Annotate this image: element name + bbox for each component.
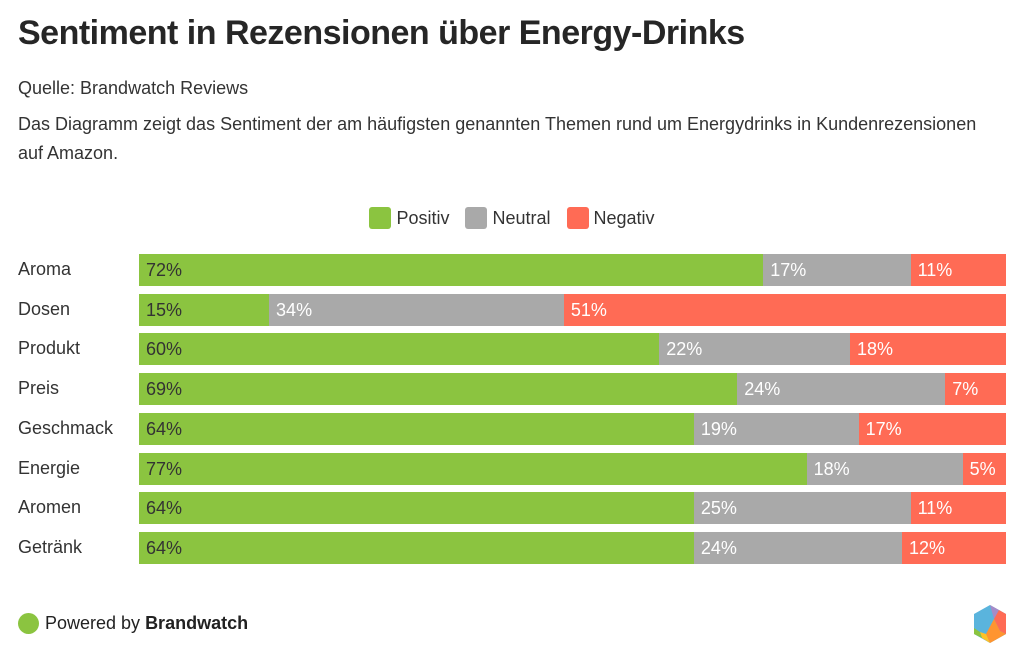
legend-swatch (566, 207, 589, 229)
legend-item-neutral[interactable]: Neutral (465, 207, 551, 229)
category-label-dosen: Dosen (18, 298, 71, 319)
bar-segment-neutral-dosen[interactable] (269, 293, 564, 326)
category-label-energie: Energie (18, 457, 81, 478)
bar-segment-positiv-dosen[interactable] (139, 293, 270, 326)
data-label-neutral-produkt: 22% (666, 339, 703, 360)
bar-segment-negativ-getränk[interactable] (901, 531, 1006, 564)
data-label-positiv-aromen: 64% (146, 498, 183, 519)
legend-label: Positiv (396, 207, 450, 228)
powered-by-text: Powered by (45, 613, 141, 633)
data-label-negativ-geschmack: 17% (865, 418, 902, 439)
bar-segment-positiv-geschmack[interactable] (139, 412, 694, 445)
data-label-negativ-aromen: 11% (917, 498, 953, 519)
brandwatch-logo-icon (974, 605, 1006, 643)
data-label-negativ-dosen: 51% (570, 299, 607, 320)
legend-swatch (369, 207, 392, 229)
data-label-positiv-aroma: 72% (146, 260, 183, 280)
bar-segment-positiv-aroma[interactable] (139, 254, 764, 286)
data-label-positiv-produkt: 60% (146, 339, 183, 360)
category-label-aromen: Aromen (18, 497, 82, 518)
bar-segment-positiv-getränk[interactable] (139, 531, 694, 564)
data-label-negativ-preis: 7% (952, 379, 979, 400)
category-label-preis: Preis (18, 378, 60, 399)
data-label-neutral-preis: 24% (744, 379, 781, 400)
data-label-neutral-dosen: 34% (276, 299, 313, 320)
legend-label: Negativ (593, 207, 655, 228)
legend-swatch (465, 207, 488, 229)
bar-segment-neutral-produkt[interactable] (659, 333, 850, 366)
data-label-positiv-dosen: 15% (146, 299, 183, 320)
data-label-neutral-aromen: 25% (700, 498, 737, 519)
legend-item-negativ[interactable]: Negativ (566, 207, 655, 229)
legend-label: Neutral (492, 207, 551, 228)
bar-segment-negativ-energie[interactable] (962, 452, 1006, 485)
data-label-negativ-getränk: 12% (908, 537, 945, 558)
data-label-negativ-aroma: 11% (917, 260, 953, 280)
brand-name: Brandwatch (145, 613, 249, 633)
bar-segment-neutral-aromen[interactable] (693, 492, 911, 525)
bar-segment-neutral-getränk[interactable] (693, 531, 902, 564)
chart-title: Sentiment in Rezensionen über Energy-Dri… (18, 14, 745, 52)
data-label-neutral-aroma: 17% (770, 260, 807, 280)
green-dot-icon (18, 613, 39, 634)
footer: Powered by Brandwatch (18, 613, 248, 634)
category-label-aroma: Aroma (18, 259, 72, 279)
category-label-getränk: Getränk (18, 536, 83, 557)
category-label-produkt: Produkt (18, 338, 81, 359)
data-label-positiv-energie: 77% (146, 458, 183, 479)
bar-segment-positiv-preis[interactable] (139, 373, 738, 406)
legend: Positiv Neutral Negativ (0, 207, 1024, 229)
bar-segment-negativ-produkt[interactable] (849, 333, 1006, 366)
data-label-neutral-energie: 18% (813, 458, 850, 479)
data-label-positiv-geschmack: 64% (146, 418, 183, 439)
data-label-positiv-getränk: 64% (146, 537, 183, 558)
bar-segment-negativ-preis[interactable] (945, 373, 1006, 406)
bar-segment-neutral-aroma[interactable] (763, 254, 911, 286)
bar-segment-positiv-produkt[interactable] (139, 333, 660, 366)
legend-item-positiv[interactable]: Positiv (369, 207, 449, 229)
data-label-neutral-getränk: 24% (700, 537, 737, 558)
chart-source: Quelle: Brandwatch Reviews (18, 78, 249, 98)
bar-segment-neutral-geschmack[interactable] (693, 412, 859, 445)
bar-segment-neutral-energie[interactable] (806, 452, 963, 485)
bar-segment-negativ-geschmack[interactable] (858, 412, 1006, 445)
data-label-negativ-energie: 5% (969, 458, 996, 479)
bar-segment-positiv-aromen[interactable] (139, 492, 694, 525)
bar-segment-negativ-dosen[interactable] (563, 293, 1006, 326)
bar-segment-positiv-energie[interactable] (139, 452, 807, 485)
bar-segment-neutral-preis[interactable] (737, 373, 946, 406)
data-label-negativ-produkt: 18% (856, 339, 893, 360)
data-label-neutral-geschmack: 19% (700, 418, 737, 439)
chart-description: Das Diagramm zeigt das Sentiment der am … (18, 114, 977, 163)
bar-segment-negativ-aroma[interactable] (910, 254, 1006, 286)
category-label-geschmack: Geschmack (18, 417, 114, 438)
data-label-positiv-preis: 69% (146, 379, 183, 400)
bar-segment-negativ-aromen[interactable] (910, 492, 1006, 525)
